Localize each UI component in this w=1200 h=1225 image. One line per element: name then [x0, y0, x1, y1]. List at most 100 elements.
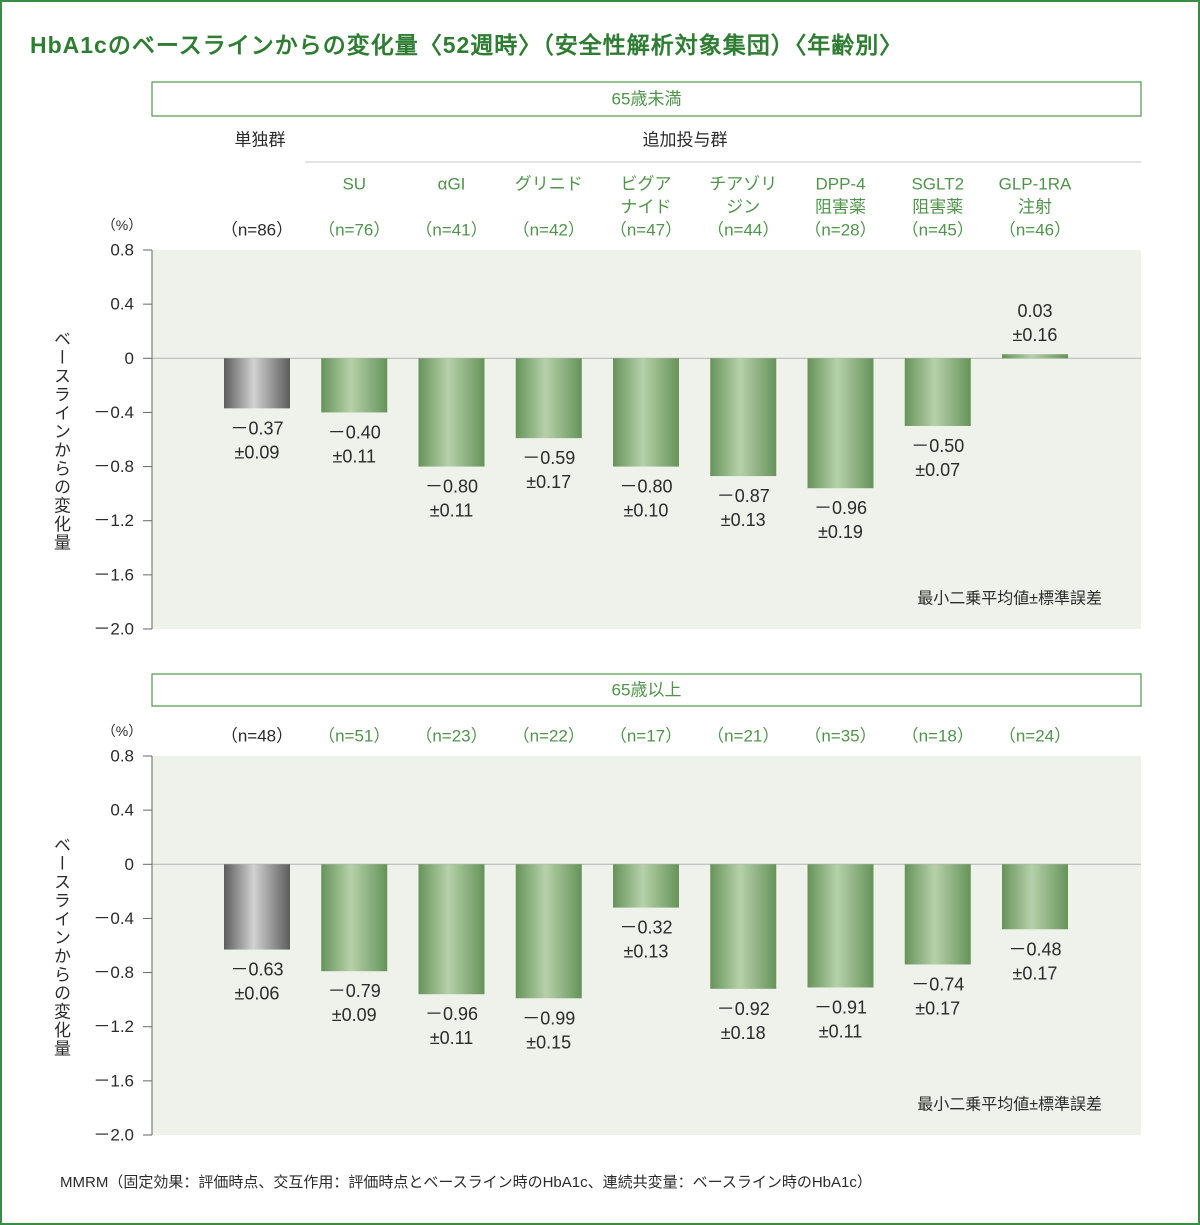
bar-su	[321, 864, 388, 972]
n-label-glp1ra-injection: （n=46）	[999, 221, 1071, 240]
se-label-su: ±0.11	[332, 446, 376, 466]
bar-dpp4-inhibitor	[807, 864, 874, 988]
n-label-glp1ra-injection: （n=24）	[999, 727, 1071, 746]
bars	[224, 354, 1068, 489]
category-label-alpha-gi: αGI	[438, 175, 466, 194]
bar-monotherapy	[224, 864, 290, 950]
y-tick-label: 0.4	[110, 295, 134, 314]
n-label-sglt2-inhibitor: （n=45）	[902, 221, 974, 240]
bar-glp1ra-injection	[1002, 354, 1068, 359]
se-label-glinide: ±0.17	[526, 472, 571, 492]
n-labels: （n=48） （n=51） （n=23） （n=22） （n=17） （n=21） （n=3…	[221, 727, 1071, 746]
category-label-glp1ra-injection: GLP-1RA	[999, 175, 1072, 194]
n-label-monotherapy: （n=48）	[221, 727, 293, 746]
bar-thiazolidinedione	[710, 864, 777, 989]
se-label-thiazolidinedione: ±0.18	[721, 1023, 766, 1043]
y-tick-label: 0	[125, 349, 134, 368]
n-label-glinide: （n=42）	[513, 221, 585, 240]
n-label-dpp4-inhibitor: （n=28）	[804, 221, 876, 240]
n-label-thiazolidinedione: （n=21）	[707, 727, 779, 746]
group-label-add-on: 追加投与群	[643, 131, 728, 150]
y-tick-label: 0.8	[110, 747, 134, 766]
bar-su	[321, 358, 388, 413]
y-unit-label: （%）	[102, 723, 142, 739]
value-label-dpp4-inhibitor: －0.91	[814, 997, 867, 1017]
bar-dpp4-inhibitor	[807, 358, 874, 489]
category-label-biguanide: ビグア	[621, 175, 672, 194]
category-label-sglt2-inhibitor: SGLT2	[911, 175, 964, 194]
value-label-dpp4-inhibitor: －0.96	[814, 498, 867, 518]
se-label-alpha-gi: ±0.11	[430, 501, 474, 521]
category-label-su: SU	[342, 175, 366, 194]
bar-glp1ra-injection	[1002, 864, 1068, 930]
se-label-glp1ra-injection: ±0.17	[1013, 963, 1058, 983]
value-label-glp1ra-injection: －0.48	[1008, 939, 1061, 959]
y-tick-label: －2.0	[93, 1126, 134, 1145]
n-label-monotherapy: （n=86）	[221, 221, 293, 240]
panel-under-65: 65歳未満 単独群 追加投与群 （%） 0.8 0.4 0 －0.4 －0.8 －1.2 －…	[93, 81, 1142, 639]
bar-thiazolidinedione	[710, 358, 777, 477]
bar-monotherapy	[224, 358, 290, 409]
y-tick-label: －2.0	[93, 620, 134, 639]
y-axis-label: ベースラインからの変化量	[51, 330, 70, 552]
panel-header-box	[151, 673, 1142, 707]
bar-sglt2-inhibitor	[904, 864, 971, 965]
value-label-thiazolidinedione: －0.87	[717, 486, 770, 506]
se-label-biguanide: ±0.13	[624, 942, 669, 962]
se-label-glp1ra-injection: ±0.16	[1013, 325, 1058, 345]
n-label-glinide: （n=22）	[513, 727, 585, 746]
category-label-glinide: グリニド	[515, 175, 583, 194]
value-label-monotherapy: －0.37	[230, 418, 283, 438]
stat-note: 最小二乗平均値±標準誤差	[917, 590, 1102, 608]
panel-title: 65歳以上	[612, 681, 682, 700]
se-label-sglt2-inhibitor: ±0.17	[915, 998, 960, 1018]
bar-alpha-gi	[418, 864, 485, 995]
n-label-thiazolidinedione: （n=44）	[707, 221, 779, 240]
se-label-glinide: ±0.15	[526, 1032, 571, 1052]
n-label-alpha-gi: （n=41）	[415, 221, 487, 240]
n-label-alpha-gi: （n=23）	[415, 727, 487, 746]
y-ticks: 0.8 0.4 0 －0.4 －0.8 －1.2 －1.6 －2.0	[93, 241, 152, 639]
bar-glinide	[515, 864, 582, 999]
panel-65-and-over: 65歳以上 （%） 0.8 0.4 0 －0.4 －0.8 －1.2 －1.6 －2.0 （n…	[93, 673, 1142, 1145]
panel-header-box	[151, 81, 1142, 117]
value-label-thiazolidinedione: －0.92	[717, 999, 770, 1019]
value-label-glinide: －0.59	[522, 448, 575, 468]
y-tick-label: －0.8	[93, 963, 134, 982]
stat-note: 最小二乗平均値±標準誤差	[917, 1096, 1102, 1114]
y-tick-label: 0	[125, 855, 134, 874]
y-tick-label: －1.2	[93, 511, 134, 530]
se-label-alpha-gi: ±0.11	[430, 1028, 474, 1048]
value-label-alpha-gi: －0.80	[425, 477, 478, 497]
value-label-sglt2-inhibitor: －0.50	[911, 436, 964, 456]
se-label-su: ±0.09	[332, 1005, 377, 1025]
y-tick-label: －0.8	[93, 457, 134, 476]
category-label-sglt2-inhibitor: 阻害薬	[912, 198, 963, 217]
value-label-biguanide: －0.80	[619, 477, 672, 497]
bar-glinide	[515, 358, 582, 439]
value-labels: －0.63 ±0.06 －0.79 ±0.09 －0.96 ±0.11 －0.99 ±0.15…	[230, 918, 1061, 1053]
n-label-sglt2-inhibitor: （n=18）	[902, 727, 974, 746]
category-label-thiazolidinedione: チアゾリ	[709, 175, 777, 194]
value-label-glinide: －0.99	[522, 1008, 575, 1028]
plot-area	[152, 756, 1141, 1135]
bar-alpha-gi	[418, 358, 485, 467]
group-label-monotherapy: 単独群	[235, 131, 286, 150]
chart-title: HbA1cのベースラインからの変化量〈52週時〉（安全性解析対象集団）〈年齢別〉	[30, 32, 904, 58]
bar-sglt2-inhibitor	[904, 358, 971, 426]
n-label-su: （n=76）	[318, 221, 390, 240]
bars	[224, 864, 1068, 999]
y-tick-label: －1.6	[93, 1071, 134, 1090]
category-label-dpp4-inhibitor: 阻害薬	[815, 198, 866, 217]
value-label-glp1ra-injection: 0.03	[1017, 301, 1052, 321]
value-label-monotherapy: －0.63	[230, 960, 283, 980]
y-tick-label: －0.4	[93, 909, 134, 928]
se-label-sglt2-inhibitor: ±0.07	[915, 460, 960, 480]
n-label-su: （n=51）	[318, 727, 390, 746]
n-label-biguanide: （n=17）	[610, 727, 682, 746]
panel-title: 65歳未満	[612, 90, 682, 109]
se-label-thiazolidinedione: ±0.13	[721, 510, 766, 530]
